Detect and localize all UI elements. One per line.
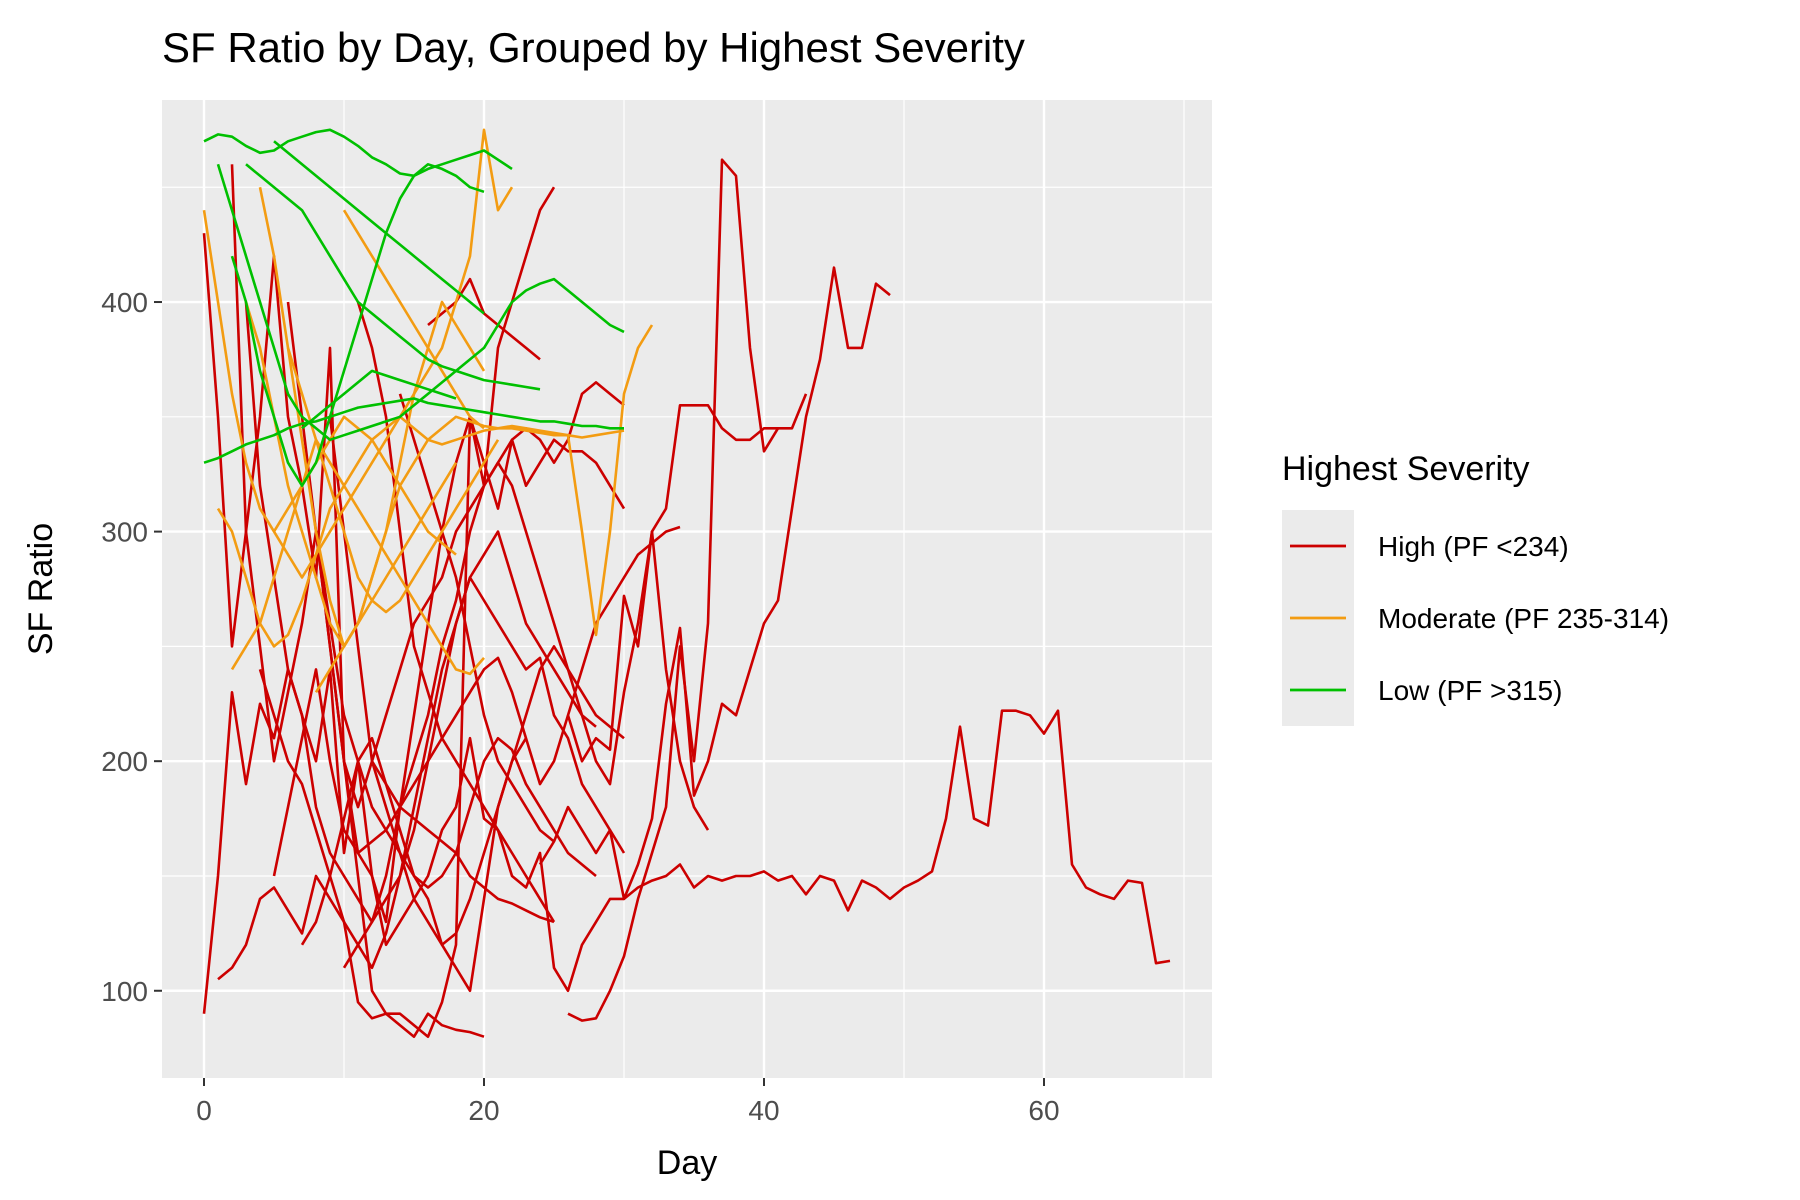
series-line-high	[202, 186, 556, 1038]
series-line-high	[370, 760, 555, 924]
legend: Highest Severity High (PF <234) Moderate …	[1282, 450, 1669, 726]
series-line-low	[203, 397, 624, 464]
series-line-moderate	[216, 324, 654, 648]
minor-gridlines	[162, 100, 1212, 1078]
series-line-high	[314, 461, 710, 831]
major-gridlines	[162, 100, 1212, 1078]
x-tick-label: 20	[468, 1095, 499, 1126]
series-line-high	[398, 393, 555, 843]
series-line-high	[538, 266, 891, 901]
series-line-high	[300, 736, 528, 993]
legend-label-low: Low (PF >315)	[1378, 675, 1562, 706]
series-line-high	[244, 301, 625, 924]
series-line-low	[301, 369, 457, 430]
series-line-high	[567, 158, 780, 1022]
series-line-moderate	[342, 209, 485, 430]
y-tick-label: 400	[101, 287, 148, 318]
series-line-high	[202, 668, 1171, 1014]
x-tick-label: 40	[748, 1095, 779, 1126]
y-axis: 100 200 300 400	[101, 287, 162, 1007]
legend-title: Highest Severity	[1282, 450, 1530, 488]
series-line-high	[342, 530, 597, 969]
legend-label-moderate: Moderate (PF 235-314)	[1378, 603, 1669, 634]
series-line-low	[230, 163, 485, 488]
y-tick-label: 200	[101, 746, 148, 777]
y-tick-label: 100	[101, 976, 148, 1007]
series-line-high	[566, 393, 808, 763]
x-axis: 0 20 40 60	[196, 1078, 1060, 1126]
series-line-high	[286, 301, 597, 889]
series-line-high	[328, 416, 625, 947]
series-line-low	[273, 140, 485, 315]
series-line-high	[356, 301, 556, 923]
legend-label-high: High (PF <234)	[1378, 531, 1569, 562]
series-line-low	[216, 163, 625, 442]
series-line-low	[245, 163, 541, 391]
x-tick-label: 0	[196, 1095, 212, 1126]
x-axis-title: Day	[657, 1144, 717, 1182]
series-line-moderate	[244, 301, 625, 648]
series-line-moderate	[314, 462, 458, 693]
series-line-moderate	[286, 347, 500, 614]
series-line-moderate	[230, 438, 485, 676]
x-tick-label: 60	[1028, 1095, 1059, 1126]
chart-title: SF Ratio by Day, Grouped by Highest Seve…	[162, 24, 1025, 71]
series-lines	[202, 128, 1171, 1038]
series-line-low	[203, 128, 513, 178]
series-line-high	[217, 874, 485, 1038]
y-tick-label: 300	[101, 517, 148, 548]
series-line-moderate	[202, 128, 514, 579]
legend-entries: High (PF <234) Moderate (PF 235-314) Low (…	[1290, 531, 1669, 706]
y-axis-title: SF Ratio	[22, 523, 60, 655]
